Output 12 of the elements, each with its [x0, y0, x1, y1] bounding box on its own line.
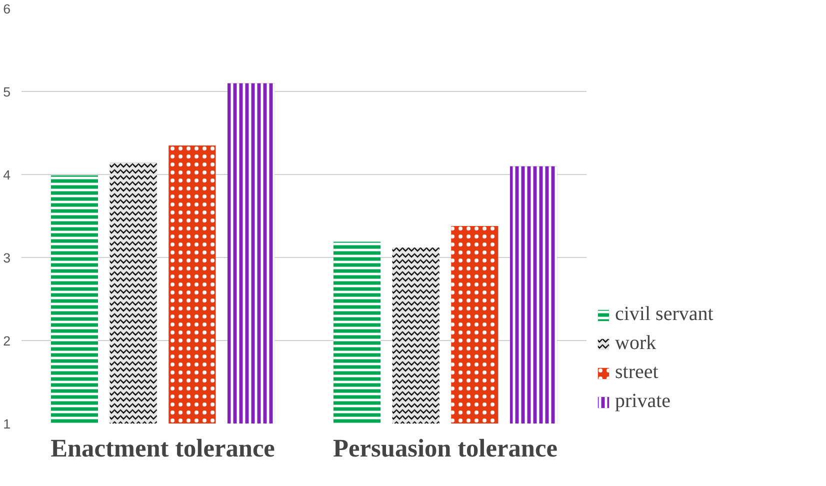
legend-label: street: [615, 361, 658, 384]
y-tick-label: 6: [3, 2, 11, 16]
y-tick-label: 1: [3, 416, 11, 432]
legend-label: work: [615, 332, 656, 355]
y-tick-label: 3: [3, 250, 11, 266]
y-tick-label: 5: [3, 84, 11, 100]
y-tick-label: 4: [3, 168, 12, 182]
legend-label: civil servant: [615, 303, 714, 326]
y-tick-label: 2: [3, 334, 11, 348]
legend-label: private: [615, 390, 671, 413]
x-tick-label: Enactment tolerance: [50, 434, 275, 462]
x-tick-label: Persuasion tolerance: [333, 434, 558, 462]
